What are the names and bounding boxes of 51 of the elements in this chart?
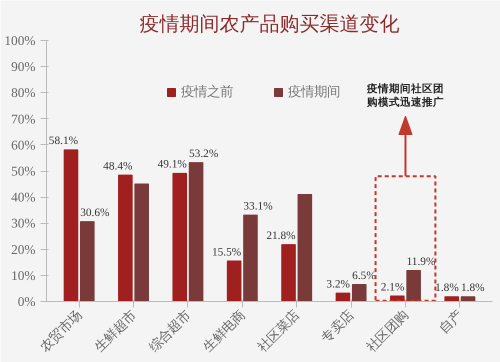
bar [172, 172, 188, 302]
data-label: 2.1% [380, 281, 405, 294]
data-label: 6.5% [352, 270, 376, 282]
bar [226, 260, 242, 302]
bar [460, 296, 476, 302]
data-label: 15.5% [212, 246, 242, 258]
bar [188, 162, 204, 302]
data-label: 48.4% [103, 160, 133, 173]
data-label: 11.9% [406, 256, 436, 268]
data-label: 1.8% [435, 282, 460, 294]
bar [80, 221, 95, 302]
x-tick-label: 综合超市 [146, 307, 194, 355]
data-label: 30.6% [80, 207, 110, 220]
x-tick-label: 自产 [436, 307, 466, 336]
data-label: 33.1% [243, 200, 274, 212]
x-tick-label: 生鲜电商 [200, 307, 248, 355]
y-tick-label: 50% [11, 164, 36, 178]
x-tick-label: 专卖店 [318, 307, 356, 346]
y-tick-label: 80% [11, 85, 36, 100]
legend-label: 疫情期间 [288, 83, 340, 101]
annotation: 疫情期间社区团购模式迅速推广 [366, 82, 444, 108]
bar [298, 194, 312, 302]
y-tick-label: 90% [11, 59, 36, 74]
y-tick-label: 100% [4, 33, 36, 48]
x-tick-label: 农贸市场 [37, 307, 84, 355]
x-tick-label: 社区菜店 [254, 307, 302, 355]
y-tick-label: 40% [11, 190, 36, 205]
data-label: 1.8% [460, 282, 486, 294]
bar [64, 149, 78, 302]
legend-label: 疫情之前 [181, 83, 233, 101]
x-tick-label: 生鲜超市 [91, 307, 139, 355]
x-tick-label: 社区团购 [363, 307, 411, 355]
bar [118, 174, 133, 302]
bar [406, 270, 421, 302]
bar [281, 244, 296, 302]
bar [243, 214, 258, 302]
chart-title: 疫情期间农产品购买渠道变化 [140, 14, 400, 36]
y-tick-label: 30% [11, 216, 36, 231]
y-tick-label: 60% [11, 137, 36, 152]
bar [336, 292, 350, 302]
y-tick-label: 0% [18, 294, 36, 309]
data-label: 58.1% [48, 135, 79, 148]
data-label: 53.2% [189, 148, 219, 160]
y-tick-label: 10% [11, 268, 36, 283]
data-label: 49.1% [158, 158, 188, 171]
bar [352, 284, 367, 302]
y-tick-label: 70% [11, 111, 36, 126]
y-tick-label: 20% [11, 242, 36, 257]
bar [134, 184, 149, 302]
data-label: 21.8% [266, 230, 296, 242]
data-label: 3.2% [326, 278, 351, 291]
